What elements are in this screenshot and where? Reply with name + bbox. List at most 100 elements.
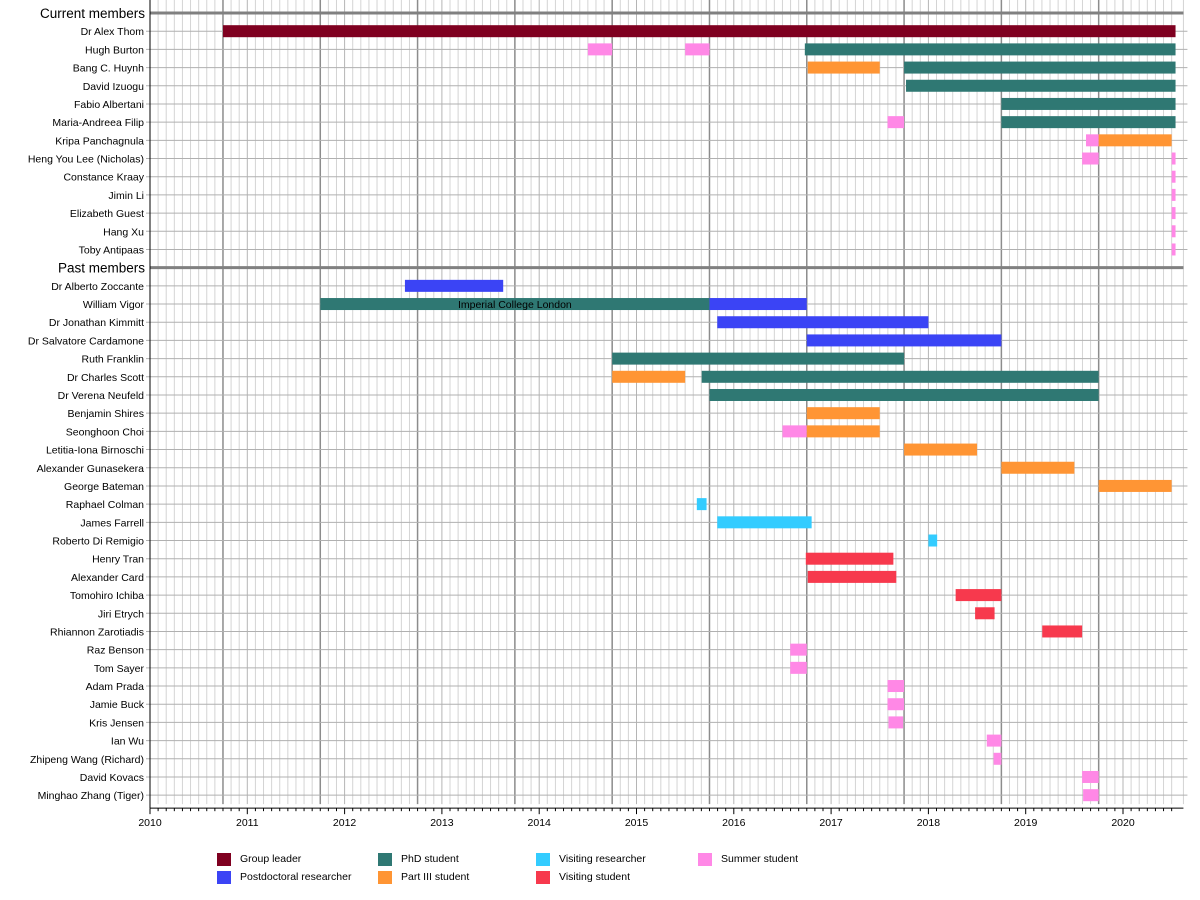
member-name-label: Dr Alberto Zoccante bbox=[51, 281, 144, 293]
member-name-label: Heng You Lee (Nicholas) bbox=[28, 154, 144, 166]
legend-swatch bbox=[217, 870, 231, 884]
legend-label: Visiting student bbox=[559, 871, 631, 883]
member-name-label: Alexander Card bbox=[71, 572, 144, 584]
bar-part3 bbox=[807, 61, 880, 74]
bar-phd bbox=[1001, 97, 1176, 110]
member-name-label: Maria-Andreea Filip bbox=[52, 117, 144, 129]
member-name-label: Constance Kraay bbox=[63, 172, 144, 184]
x-tick-label: 2018 bbox=[917, 817, 941, 829]
bar-phd bbox=[709, 388, 1099, 401]
member-name-label: Benjamin Shires bbox=[68, 408, 144, 420]
legend-label: Group leader bbox=[240, 853, 302, 865]
x-tick-label: 2016 bbox=[722, 817, 746, 829]
x-tick-label: 2011 bbox=[236, 817, 259, 829]
member-name-label: Alexander Gunasekera bbox=[37, 463, 145, 475]
member-name-label: Tomohiro Ichiba bbox=[70, 590, 144, 602]
section-header: Past members bbox=[58, 261, 145, 276]
section-header: Current members bbox=[40, 6, 145, 21]
bar-summer bbox=[1171, 243, 1176, 256]
row-labels: Current members Dr Alex Thom Hugh Burton Ba… bbox=[28, 6, 145, 802]
bar-postdoc bbox=[806, 334, 1002, 347]
member-name-label: Ruth Franklin bbox=[82, 354, 145, 366]
bar-summer bbox=[685, 43, 710, 56]
bar-summer bbox=[1082, 770, 1099, 783]
bar-summer bbox=[1086, 134, 1099, 147]
bar-summer bbox=[1171, 225, 1176, 238]
member-name-label: Bang C. Huynh bbox=[73, 63, 144, 75]
legend-label: PhD student bbox=[401, 853, 459, 865]
member-name-label: David Izuogu bbox=[83, 81, 144, 93]
bar-phd bbox=[612, 352, 905, 365]
x-tick-label: 2014 bbox=[528, 817, 552, 829]
bar-part3 bbox=[612, 370, 686, 383]
x-tick-label: 2013 bbox=[430, 817, 454, 829]
legend-swatch bbox=[378, 870, 392, 884]
member-name-label: Dr Jonathan Kimmitt bbox=[49, 317, 144, 329]
bar-part3 bbox=[806, 425, 880, 438]
bar-summer bbox=[782, 425, 807, 438]
member-name-label: Hugh Burton bbox=[85, 44, 144, 56]
member-name-label: Dr Verena Neufeld bbox=[58, 390, 145, 402]
member-name-label: William Vigor bbox=[83, 299, 145, 311]
member-name-label: Elizabeth Guest bbox=[70, 208, 144, 220]
bar-postdoc bbox=[709, 298, 807, 311]
member-name-label: Jiri Etrych bbox=[98, 608, 144, 620]
grid bbox=[146, 0, 1188, 805]
bar-part3 bbox=[806, 407, 880, 420]
section-separators bbox=[150, 11, 1184, 270]
member-name-label: Raphael Colman bbox=[66, 499, 144, 511]
bar-visiting-student bbox=[975, 607, 995, 620]
x-tick-label: 2012 bbox=[333, 817, 357, 829]
legend-swatch bbox=[698, 852, 712, 866]
legend-swatch bbox=[378, 852, 392, 866]
bar-summer bbox=[887, 116, 905, 129]
x-tick-label: 2019 bbox=[1014, 817, 1038, 829]
legend-item-group-leader: Group leader bbox=[217, 852, 301, 866]
bar-summer bbox=[1171, 207, 1176, 220]
legend-swatch bbox=[536, 852, 550, 866]
x-tick-label: 2020 bbox=[1111, 817, 1135, 829]
member-name-label: Henry Tran bbox=[92, 554, 144, 566]
legend-item-summer: Summer student bbox=[698, 852, 798, 866]
member-name-label: Raz Benson bbox=[87, 645, 144, 657]
bar-summer bbox=[887, 698, 905, 711]
bar-label: Imperial College London bbox=[458, 299, 572, 311]
legend-item-visiting-researcher: Visiting researcher bbox=[536, 852, 646, 866]
bar-phd bbox=[1001, 116, 1176, 129]
legend: Group leader Postdoctoral researcher PhD s… bbox=[217, 852, 857, 888]
legend-label: Part III student bbox=[401, 871, 470, 883]
bar-part3 bbox=[904, 443, 978, 456]
bar-visiting-researcher bbox=[717, 516, 812, 529]
legend-item-part3: Part III student bbox=[378, 870, 469, 884]
legend-item-phd: PhD student bbox=[378, 852, 459, 866]
bar-phd bbox=[320, 298, 710, 311]
legend-label: Visiting researcher bbox=[559, 853, 646, 865]
member-name-label: Dr Charles Scott bbox=[67, 372, 144, 384]
bar-summer bbox=[888, 716, 904, 729]
member-name-label: David Kovacs bbox=[80, 772, 144, 784]
member-name-label: Jimin Li bbox=[108, 190, 144, 202]
bar-summer bbox=[887, 680, 905, 693]
member-name-label: Rhiannon Zarotiadis bbox=[50, 626, 144, 638]
bar-summer bbox=[1171, 152, 1176, 165]
bars: Imperial College London bbox=[222, 25, 1176, 802]
member-name-label: Jamie Buck bbox=[90, 699, 145, 711]
bar-visiting-student bbox=[955, 589, 1002, 602]
member-name-label: Fabio Albertani bbox=[74, 99, 144, 111]
legend-label: Summer student bbox=[721, 853, 799, 865]
member-name-label: Toby Antipaas bbox=[79, 244, 144, 256]
bar-summer bbox=[790, 661, 807, 674]
bar-group-leader bbox=[222, 25, 1176, 38]
bar-phd bbox=[906, 79, 1176, 92]
bar-phd bbox=[701, 370, 1099, 383]
member-name-label: Tom Sayer bbox=[94, 663, 145, 675]
bar-summer bbox=[993, 752, 1002, 765]
member-name-label: Kris Jensen bbox=[89, 717, 144, 729]
bar-summer bbox=[986, 734, 1002, 747]
member-name-label: Adam Prada bbox=[86, 681, 145, 693]
x-tick-label: 2015 bbox=[625, 817, 649, 829]
bar-summer bbox=[1171, 188, 1176, 201]
bar-postdoc bbox=[404, 279, 504, 292]
bar-summer bbox=[1083, 789, 1099, 802]
legend-swatch bbox=[536, 870, 550, 884]
